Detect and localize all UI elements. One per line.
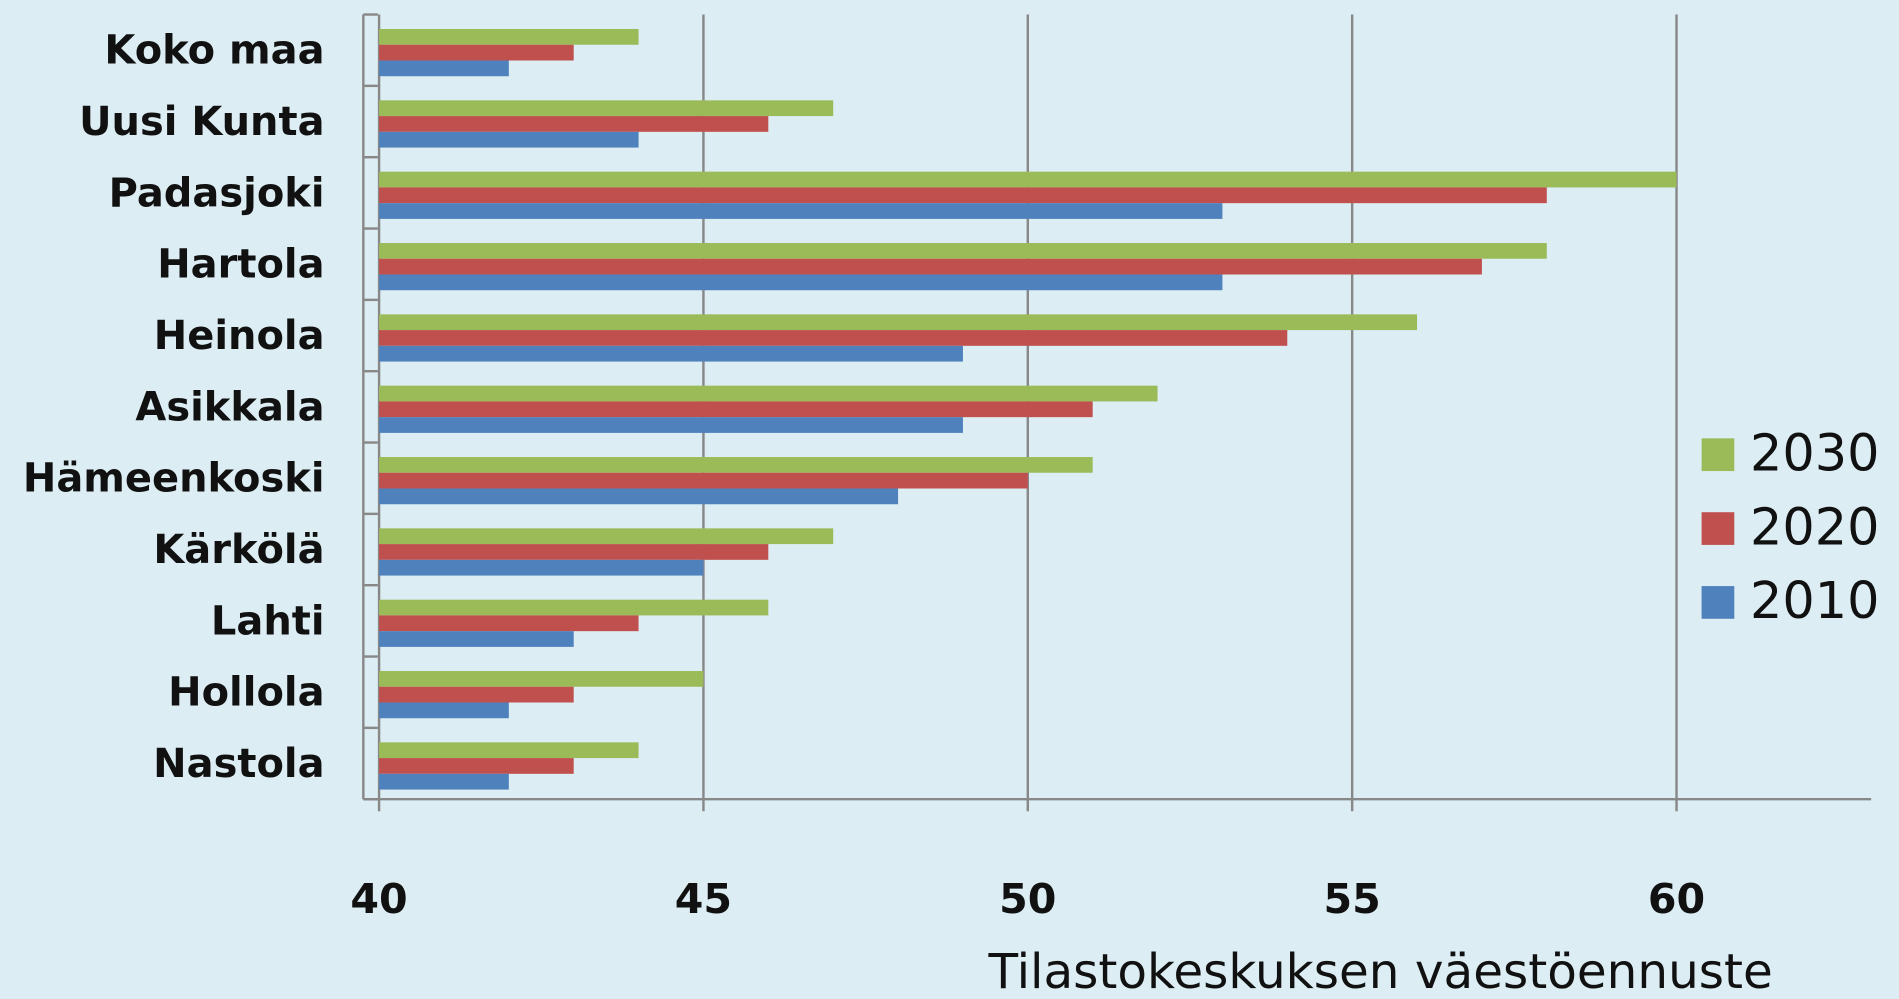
bar bbox=[379, 472, 1028, 489]
x-tick-label: 40 bbox=[350, 875, 407, 923]
y-tick-label: Lahti bbox=[211, 598, 325, 644]
y-tick-label: Kärkölä bbox=[153, 527, 324, 573]
bar bbox=[379, 314, 1418, 331]
y-tick-label: Asikkala bbox=[135, 384, 324, 430]
bar bbox=[379, 385, 1158, 402]
x-axis-title: Tilastokeskuksen väestöennuste bbox=[987, 944, 1772, 999]
bar bbox=[379, 100, 834, 117]
bar bbox=[379, 187, 1547, 204]
bar bbox=[379, 686, 574, 703]
bar bbox=[379, 274, 1223, 291]
legend-swatch bbox=[1701, 586, 1735, 619]
y-tick-label: Nastola bbox=[153, 741, 324, 787]
x-tick-label: 55 bbox=[1324, 875, 1381, 923]
bar bbox=[379, 702, 509, 719]
bar bbox=[379, 615, 639, 632]
bar bbox=[379, 773, 509, 790]
bar bbox=[379, 544, 769, 560]
legend-swatch bbox=[1701, 438, 1735, 472]
bar bbox=[379, 758, 574, 774]
bar bbox=[379, 401, 1093, 418]
bar bbox=[379, 171, 1677, 188]
x-tick-label: 60 bbox=[1648, 875, 1705, 923]
bar bbox=[379, 29, 639, 45]
y-tick-label: Hollola bbox=[168, 670, 324, 716]
legend-label: 2010 bbox=[1750, 571, 1879, 630]
bar bbox=[379, 528, 834, 545]
y-tick-label: Hartola bbox=[157, 242, 324, 288]
bar bbox=[379, 417, 963, 433]
bar bbox=[379, 345, 963, 362]
bar bbox=[379, 559, 704, 576]
legend-swatch bbox=[1701, 512, 1735, 545]
bar bbox=[379, 116, 769, 132]
bar bbox=[379, 671, 704, 687]
bar bbox=[379, 457, 1093, 473]
bar bbox=[379, 599, 769, 616]
legend-label: 2030 bbox=[1750, 424, 1879, 483]
y-tick-label: Heinola bbox=[154, 313, 325, 359]
x-tick-label: 45 bbox=[675, 875, 732, 923]
bar bbox=[379, 488, 899, 505]
bar bbox=[379, 44, 574, 61]
legend-label: 2020 bbox=[1750, 497, 1879, 556]
y-tick-label: Hämeenkoski bbox=[23, 456, 325, 502]
bar bbox=[379, 742, 639, 759]
x-tick-label: 50 bbox=[999, 875, 1056, 923]
bar bbox=[379, 243, 1547, 259]
bar bbox=[379, 131, 639, 148]
bar bbox=[379, 631, 574, 647]
bar bbox=[379, 330, 1288, 346]
bar bbox=[379, 203, 1223, 219]
y-tick-label: Koko maa bbox=[104, 28, 324, 74]
bar bbox=[379, 258, 1482, 275]
y-tick-label: Uusi Kunta bbox=[79, 99, 325, 145]
bar bbox=[379, 60, 509, 77]
y-tick-label: Padasjoki bbox=[109, 170, 325, 216]
